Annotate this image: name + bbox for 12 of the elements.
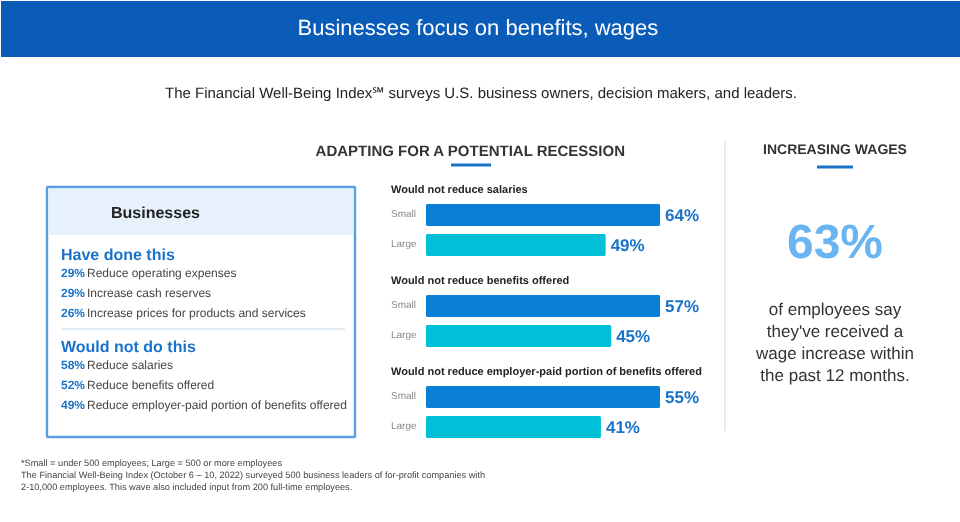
data-label: 45% (616, 326, 652, 346)
data-label: 64% (665, 205, 700, 225)
data-label: 41% (605, 417, 641, 437)
data-label: 57% (665, 296, 700, 316)
text: 63% (786, 216, 884, 270)
text: of employees say they've received a wage increase within the past 12 months. (754, 299, 915, 385)
text: Businesses focus on benefits, wages (297, 17, 660, 41)
data-label: 55% (665, 387, 700, 407)
data-label: 49% (610, 235, 646, 255)
text: Businesses (111, 204, 202, 222)
text: Have done this (61, 246, 176, 264)
text: Would not do this (61, 338, 197, 356)
